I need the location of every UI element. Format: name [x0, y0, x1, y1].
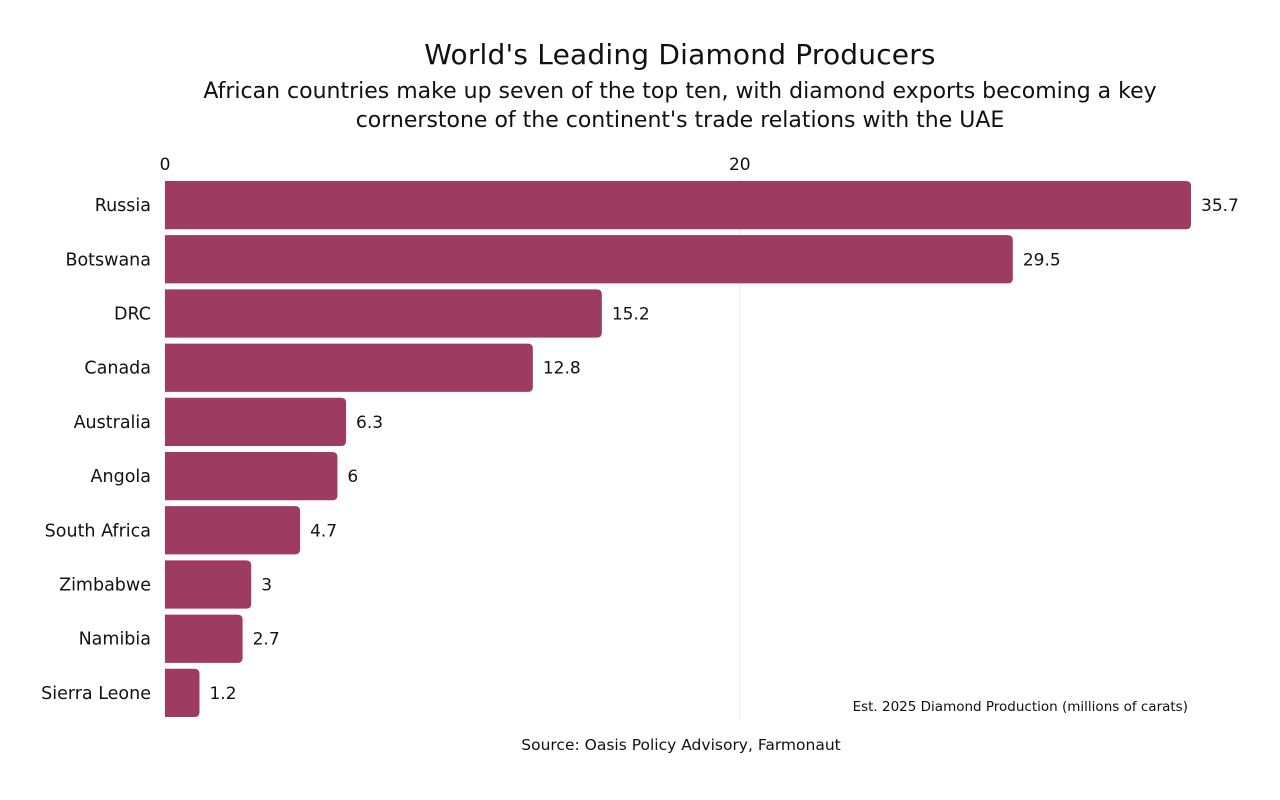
category-label: Australia	[74, 413, 151, 433]
category-label: Angola	[91, 467, 151, 487]
bar-south-africa	[165, 506, 301, 555]
data-label: 4.7	[310, 521, 337, 541]
bar-canada	[165, 343, 533, 392]
bar-russia	[165, 180, 1191, 230]
x-tick-label: 0	[160, 155, 171, 175]
data-label: 6	[347, 467, 358, 487]
x-axis-ticks: 0 20	[160, 155, 751, 175]
category-labels: Russia Botswana DRC Canada Australia Angola So…	[41, 196, 151, 704]
bar-zimbabwe	[165, 560, 252, 609]
data-label: 1.2	[209, 684, 236, 704]
bar-namibia	[165, 614, 243, 663]
data-label: 3	[261, 576, 272, 596]
data-label: 29.5	[1023, 250, 1061, 270]
data-label: 15.2	[612, 305, 650, 325]
data-label: 12.8	[543, 359, 581, 379]
category-label: Namibia	[79, 630, 151, 650]
x-tick-label: 20	[729, 155, 751, 175]
category-label: Canada	[84, 359, 151, 379]
bar-botswana	[165, 235, 1013, 284]
chart-title: World's Leading Diamond Producers	[424, 38, 936, 71]
x-axis-title: Est. 2025 Diamond Production (millions o…	[853, 699, 1188, 715]
chart-subtitle: African countries make up seven of the t…	[203, 79, 1157, 133]
data-label: 35.7	[1201, 196, 1239, 216]
bar-sierra-leone	[165, 668, 200, 718]
bar-drc	[165, 289, 602, 338]
category-label: DRC	[114, 305, 151, 325]
category-label: Sierra Leone	[41, 684, 151, 704]
bar-angola	[165, 451, 338, 501]
data-labels: 35.7 29.5 15.2 12.8 6.3 6 4.7 3 2.7 1.2	[209, 196, 1238, 704]
bars	[165, 180, 1191, 718]
chart-source: Source: Oasis Policy Advisory, Farmonaut	[521, 736, 841, 754]
category-label: South Africa	[45, 521, 151, 541]
data-label: 2.7	[253, 630, 280, 650]
data-label: 6.3	[356, 413, 383, 433]
category-label: Botswana	[65, 250, 151, 270]
category-label: Russia	[95, 196, 151, 216]
bar-australia	[165, 397, 347, 447]
category-label: Zimbabwe	[59, 576, 151, 596]
